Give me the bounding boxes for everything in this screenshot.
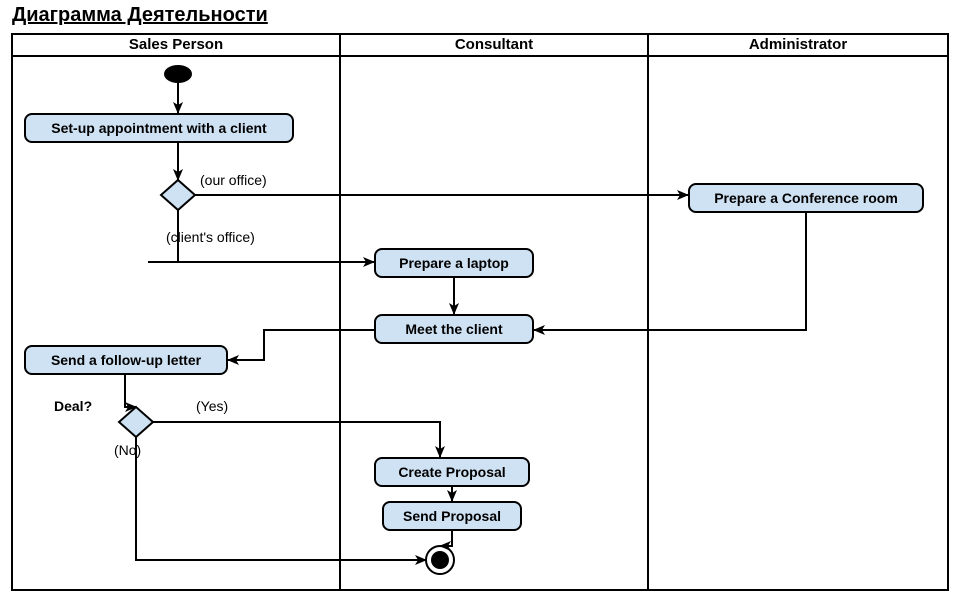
edge [136, 437, 426, 560]
guard-label: (Yes) [196, 398, 228, 414]
activity-node: Send Proposal [382, 501, 522, 531]
guard-label: (our office) [200, 172, 267, 188]
edge [153, 422, 440, 457]
edge [125, 375, 136, 407]
guard-label: (No) [114, 442, 141, 458]
lane-header-sales: Sales Person [12, 36, 340, 53]
activity-diagram: Диаграмма Деятельности Sales Person Cons… [0, 0, 960, 600]
edge [228, 330, 374, 360]
guard-label: Deal? [54, 398, 92, 414]
lane-header-consultant: Consultant [340, 36, 648, 53]
decision-node [161, 180, 195, 210]
edge [534, 213, 806, 330]
activity-node: Prepare a laptop [374, 248, 534, 278]
activity-node: Send a follow-up letter [24, 345, 228, 375]
activity-node: Meet the client [374, 314, 534, 344]
activity-node: Prepare a Conference room [688, 183, 924, 213]
activity-node: Set-up appointment with a client [24, 113, 294, 143]
edge [440, 531, 452, 546]
decision-node [119, 407, 153, 437]
activity-node: Create Proposal [374, 457, 530, 487]
lane-header-admin: Administrator [648, 36, 948, 53]
guard-label: (client's office) [166, 229, 255, 245]
